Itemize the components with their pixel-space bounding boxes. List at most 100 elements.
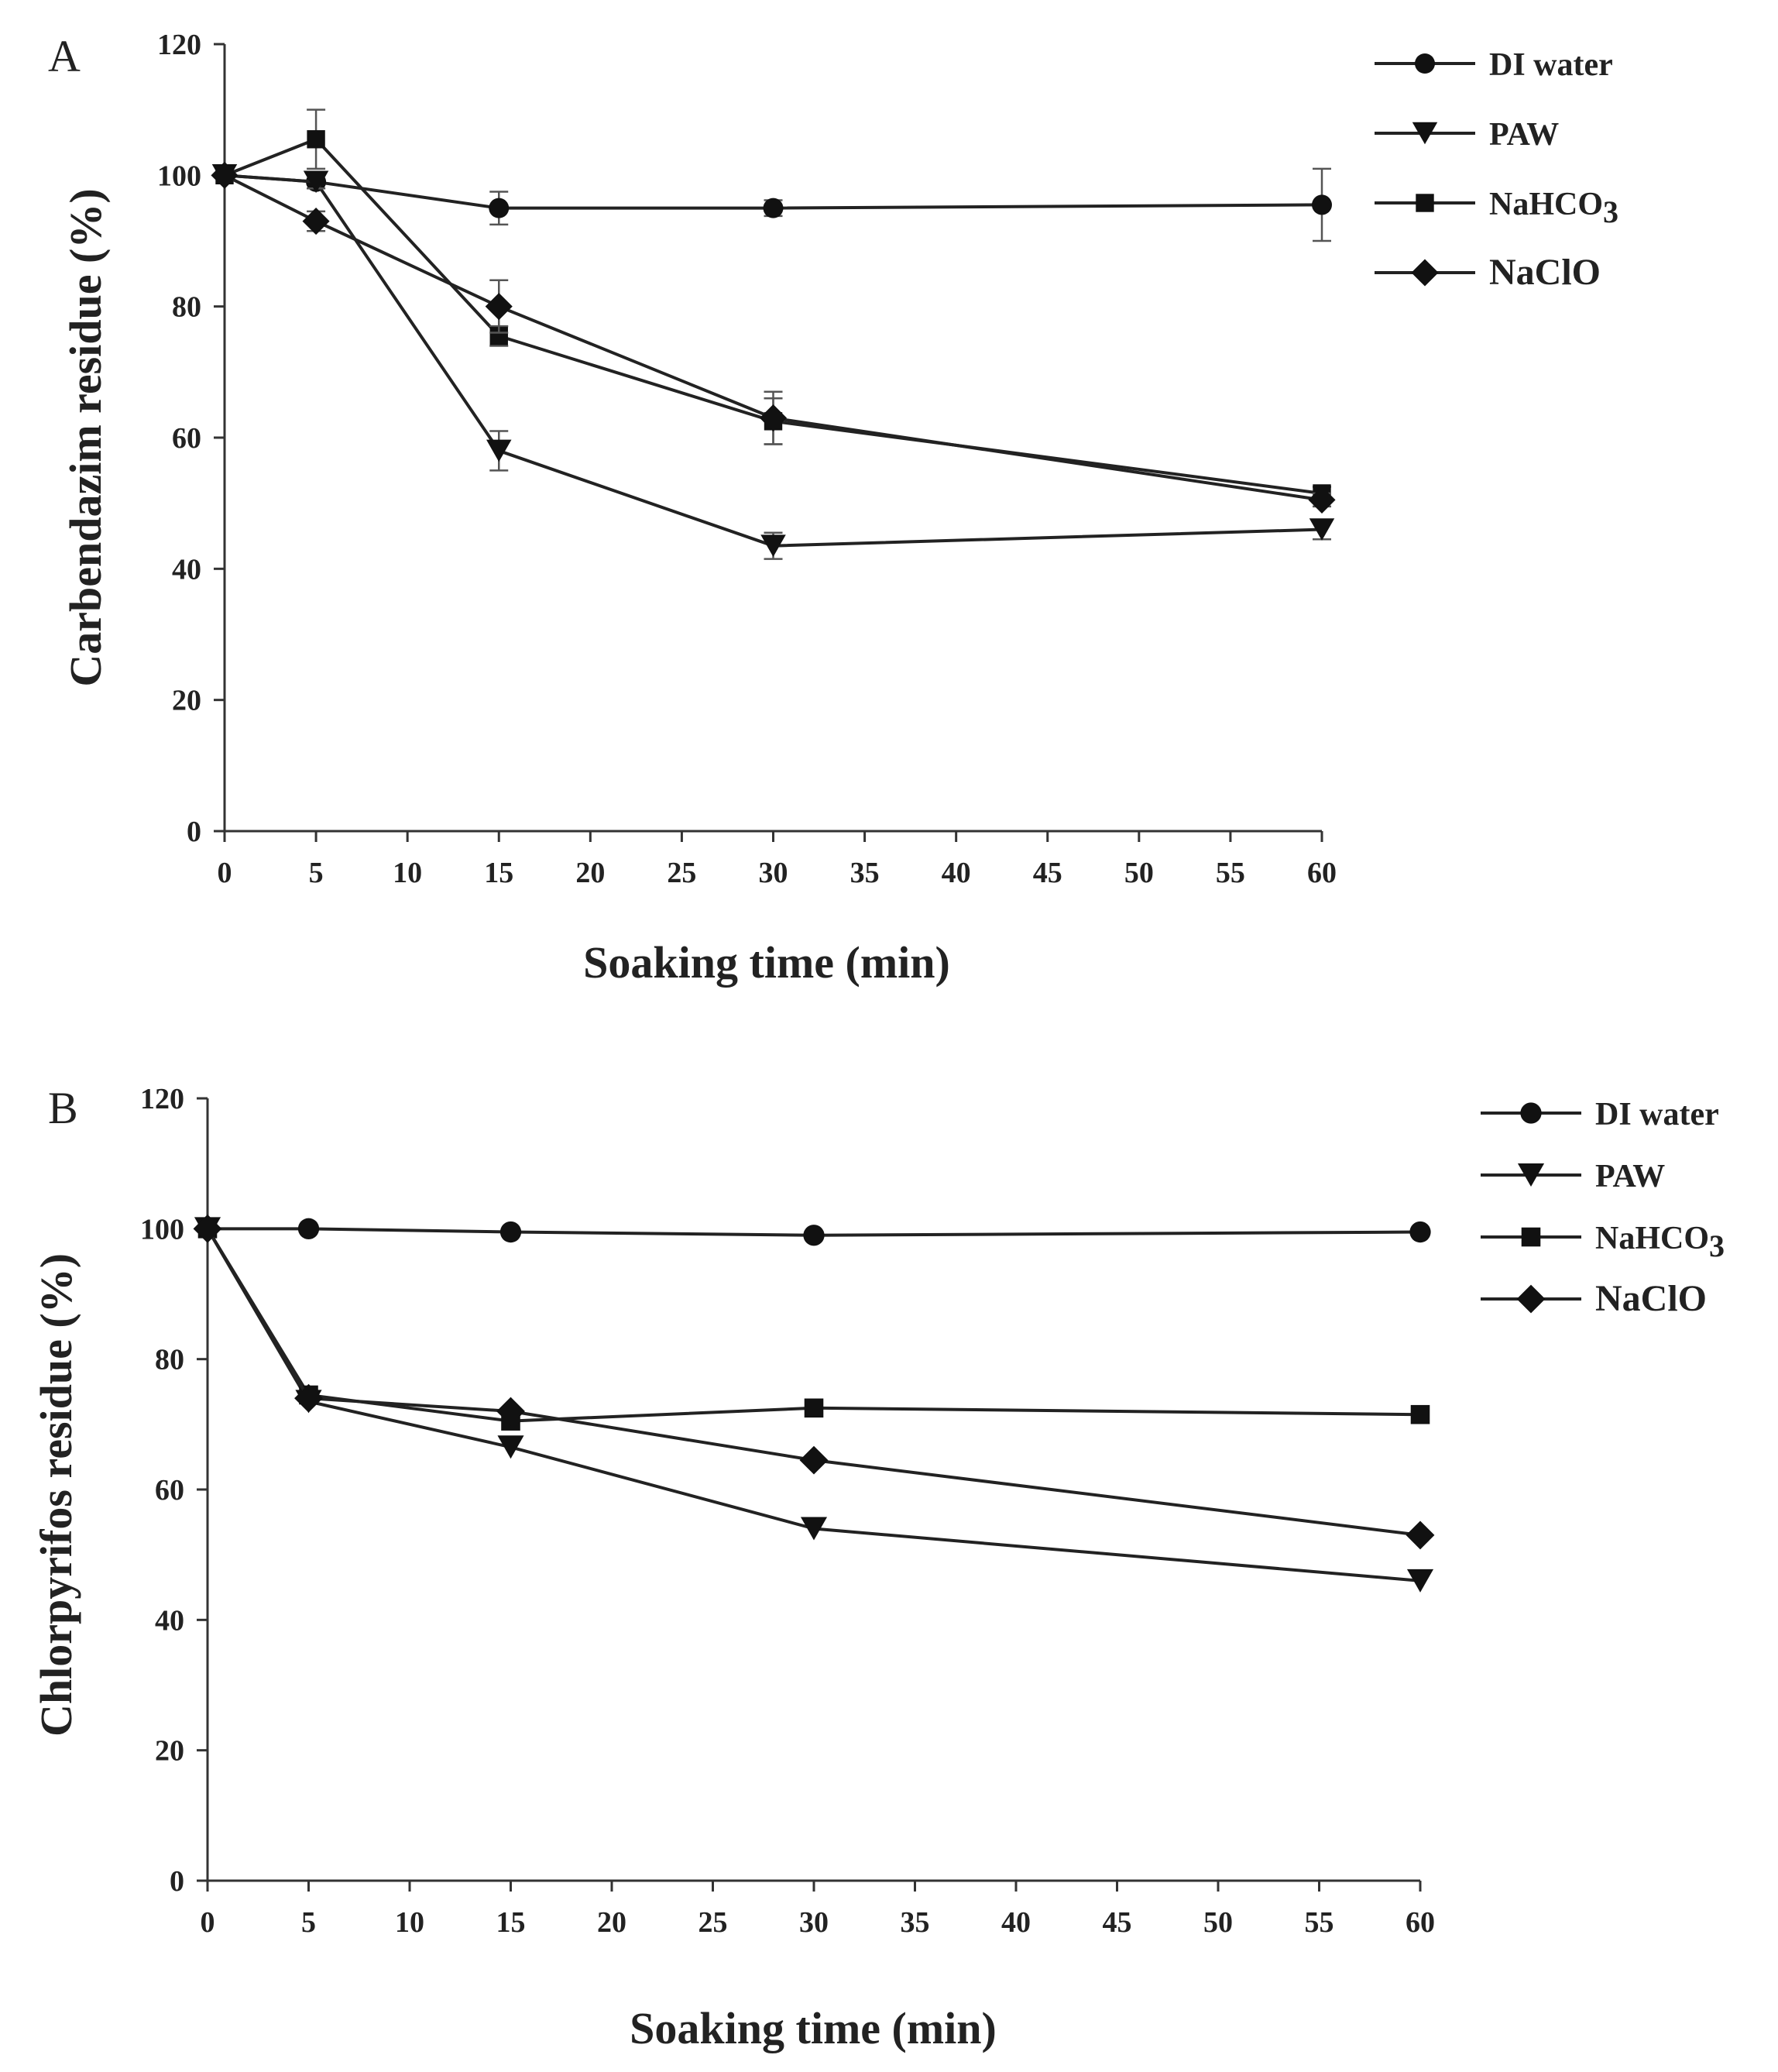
data-point-naclo-b — [799, 1445, 829, 1475]
x-tick-label-b: 25 — [698, 1906, 728, 1939]
legend-label-naclo-b: NaClO — [1595, 1278, 1707, 1319]
y-tick-label-a: 20 — [172, 685, 201, 717]
legend-label-nahco3-b: NaHCO3 — [1595, 1221, 1725, 1263]
x-tick-label-a: 25 — [667, 857, 696, 889]
x-tick-label-a: 10 — [393, 857, 422, 889]
x-tick-label-a: 20 — [575, 857, 605, 889]
data-point-paw-b — [497, 1435, 524, 1459]
data-point-naclo-b — [1406, 1520, 1435, 1550]
data-point-di-water-b — [297, 1218, 320, 1239]
x-tick-label-b: 35 — [901, 1906, 930, 1939]
data-point-paw-a — [1309, 518, 1335, 541]
legend-label-di-water-b: DI water — [1595, 1097, 1719, 1132]
data-point-paw-a — [303, 170, 329, 194]
series-di-water-b — [197, 1218, 1431, 1246]
legend-label-di-water-a: DI water — [1489, 47, 1613, 83]
y-axis-label-b: Chlorpyrifos residue (%) — [31, 1253, 81, 1737]
y-tick-label-b: 0 — [170, 1865, 184, 1898]
x-tick-label-a: 60 — [1307, 857, 1337, 889]
legend-entry-di-water-a: DI water — [1375, 47, 1613, 83]
data-point-naclo-b — [496, 1397, 525, 1426]
data-point-nahco3-a — [489, 327, 508, 345]
legend-marker-paw-b — [1517, 1163, 1545, 1187]
legend-marker-di-water-b — [1520, 1102, 1542, 1124]
series-line-nahco3-b — [206, 1228, 1421, 1423]
data-point-nahco3-b — [804, 1398, 824, 1418]
x-axis-label-b: Soaking time (min) — [630, 2003, 997, 2053]
y-tick-label-a: 80 — [172, 291, 201, 324]
legend-entry-nahco3-a: NaHCO3 — [1375, 187, 1618, 229]
x-axis-label-a: Soaking time (min) — [583, 937, 950, 988]
x-tick-label-a: 55 — [1216, 857, 1245, 889]
panel-b: B 0 5 10 15 20 25 30 35 40 45 50 55 60 0 20 40 60 80 100 12… — [31, 1083, 1725, 2053]
y-tick-label-b: 20 — [155, 1735, 184, 1768]
legend-entry-naclo-b: NaClO — [1481, 1278, 1707, 1319]
legend-entry-paw-b: PAW — [1481, 1159, 1665, 1194]
data-point-naclo-b — [294, 1383, 323, 1413]
x-tick-label-b: 30 — [799, 1906, 829, 1939]
y-tick-label-b: 80 — [155, 1344, 184, 1376]
legend-a: DI water PAW NaHCO3 NaClO — [1375, 47, 1618, 293]
legend-marker-nahco3-b — [1521, 1227, 1541, 1247]
legend-marker-nahco3-a — [1416, 194, 1434, 212]
x-tick-label-b: 20 — [597, 1906, 626, 1939]
series-naclo-a — [211, 161, 1336, 514]
data-point-di-water-a — [489, 198, 510, 218]
legend-marker-di-water-a — [1415, 53, 1435, 74]
y-tick-label-a: 60 — [172, 422, 201, 455]
x-tick-label-a: 35 — [850, 857, 880, 889]
x-tick-label-b: 0 — [201, 1906, 215, 1939]
data-point-di-water-a — [763, 198, 784, 218]
data-point-paw-b — [800, 1517, 828, 1541]
x-tick-label-b: 10 — [395, 1906, 424, 1939]
x-tick-label-b: 55 — [1305, 1906, 1334, 1939]
x-tick-label-b: 45 — [1103, 1906, 1132, 1939]
x-tick-label-b: 40 — [1001, 1906, 1031, 1939]
data-point-di-water-b — [499, 1221, 522, 1243]
y-tick-label-b: 60 — [155, 1474, 184, 1507]
data-point-naclo-b — [193, 1214, 222, 1243]
x-tick-label-a: 45 — [1033, 857, 1062, 889]
y-axis-label-a: Carbendazim residue (%) — [60, 188, 111, 686]
series-nahco3-b — [197, 1219, 1430, 1431]
x-tick-label-b: 60 — [1406, 1906, 1435, 1939]
x-tick-label-a: 40 — [942, 857, 971, 889]
data-point-nahco3-a — [307, 130, 325, 149]
x-tick-label-a: 50 — [1124, 857, 1154, 889]
x-tick-label-a: 5 — [309, 857, 324, 889]
panel-a: A 0 5 10 15 20 25 30 35 40 45 50 55 60 0 20 40 60 80 100 12… — [48, 29, 1618, 988]
legend-marker-naclo-a — [1411, 259, 1439, 287]
plot-area-a: 0 5 10 15 20 25 30 35 40 45 50 55 60 0 20 40 60 80 100 120 — [157, 29, 1337, 889]
y-tick-label-b: 40 — [155, 1604, 184, 1637]
data-point-naclo-a — [211, 161, 239, 189]
series-naclo-b — [193, 1214, 1435, 1550]
x-tick-label-b: 50 — [1203, 1906, 1233, 1939]
y-tick-label-a: 40 — [172, 553, 201, 586]
legend-marker-naclo-b — [1516, 1284, 1546, 1314]
legend-entry-naclo-a: NaClO — [1375, 252, 1601, 293]
panel-letter-b: B — [48, 1083, 78, 1133]
data-point-paw-a — [486, 439, 512, 462]
series-di-water-a — [215, 165, 1332, 242]
x-tick-label-b: 15 — [496, 1906, 526, 1939]
x-tick-label-a: 0 — [218, 857, 232, 889]
data-point-naclo-a — [1308, 486, 1336, 514]
legend-entry-nahco3-b: NaHCO3 — [1481, 1221, 1725, 1263]
x-tick-label-b: 5 — [301, 1906, 316, 1939]
legend-entry-di-water-b: DI water — [1481, 1097, 1719, 1132]
y-tick-label-a: 100 — [157, 160, 201, 192]
data-point-paw-a — [760, 534, 786, 557]
y-tick-label-b: 120 — [140, 1083, 184, 1115]
data-point-naclo-a — [759, 404, 788, 432]
series-line-naclo-b — [206, 1228, 1421, 1537]
panel-letter-a: A — [48, 31, 81, 81]
x-tick-label-a: 15 — [484, 857, 513, 889]
data-point-naclo-a — [485, 293, 513, 321]
legend-marker-paw-a — [1412, 122, 1438, 145]
legend-b: DI water PAW NaHCO3 NaClO — [1481, 1097, 1725, 1319]
y-tick-label-a: 0 — [187, 816, 201, 848]
series-line-naclo-a — [224, 174, 1323, 502]
legend-entry-paw-a: PAW — [1375, 117, 1559, 153]
series-paw-a — [211, 164, 1335, 560]
